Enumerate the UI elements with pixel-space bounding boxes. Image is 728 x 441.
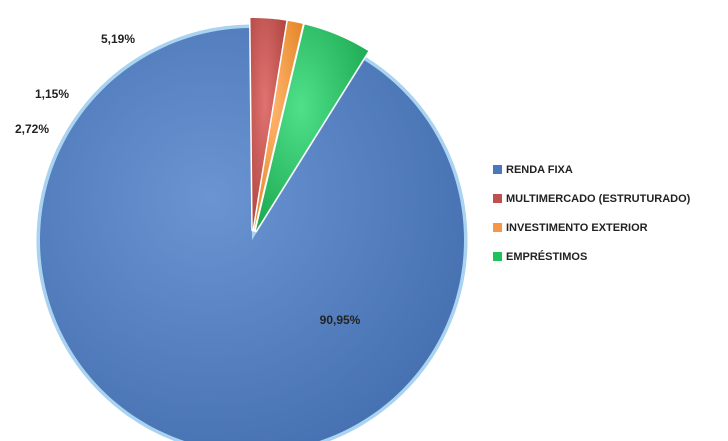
legend-label-renda-fixa: RENDA FIXA (506, 163, 573, 176)
legend-swatch-investimento-exterior (493, 223, 502, 232)
legend-swatch-multimercado (493, 194, 502, 203)
legend-swatch-emprestimos (493, 252, 502, 261)
legend-item-investimento-exterior: INVESTIMENTO EXTERIOR (493, 221, 690, 234)
legend-label-multimercado: MULTIMERCADO (ESTRUTURADO) (506, 192, 691, 205)
data-label-emprestimos: 5,19% (101, 32, 135, 46)
legend-label-investimento-exterior: INVESTIMENTO EXTERIOR (506, 221, 648, 234)
legend-item-multimercado: MULTIMERCADO (ESTRUTURADO) (493, 192, 690, 205)
data-label-renda-fixa: 90,95% (320, 313, 361, 327)
legend-item-emprestimos: EMPRÉSTIMOS (493, 250, 690, 263)
legend-swatch-renda-fixa (493, 165, 502, 174)
legend: RENDA FIXA MULTIMERCADO (ESTRUTURADO) IN… (493, 163, 690, 279)
data-label-multimercado: 2,72% (15, 122, 49, 136)
pie-slice-investimento-exterior (253, 20, 303, 231)
pie-slice-multimercado (250, 18, 287, 231)
legend-label-emprestimos: EMPRÉSTIMOS (506, 250, 588, 263)
data-label-investimento-exterior: 1,15% (35, 87, 69, 101)
legend-item-renda-fixa: RENDA FIXA (493, 163, 690, 176)
pie-slice-renda-fixa (40, 28, 464, 441)
pie-slice-emprestimos (255, 24, 369, 231)
